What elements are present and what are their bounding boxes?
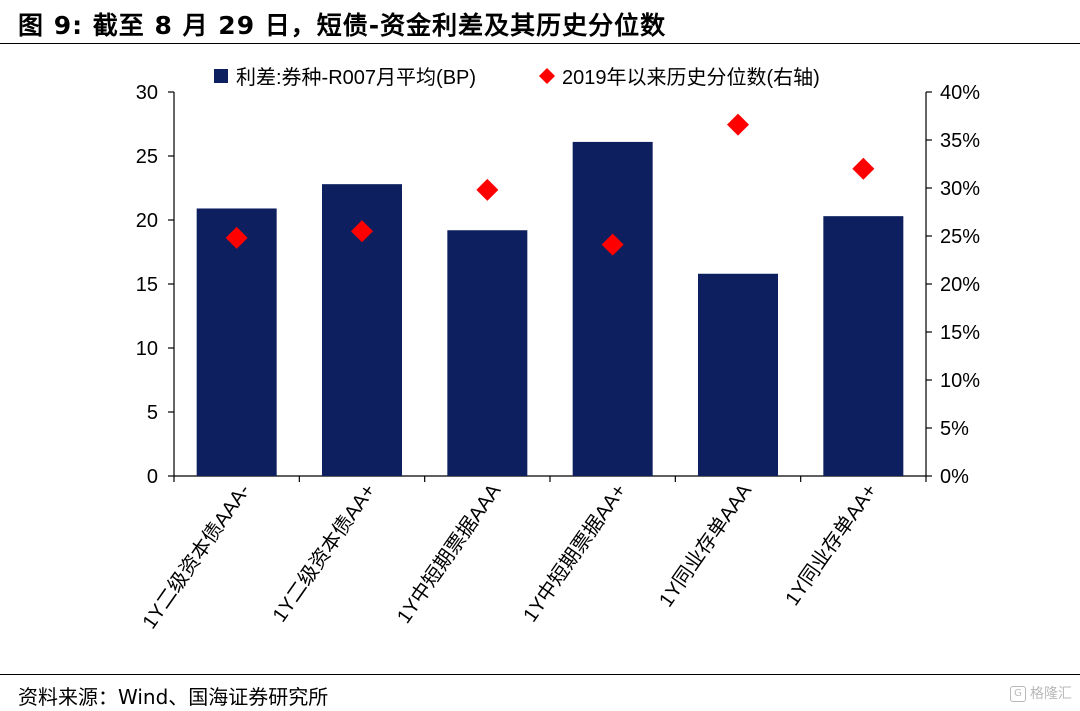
bar: [698, 273, 778, 476]
category-label: 1Y中短期票据AAA: [392, 479, 506, 627]
watermark-logo-icon: G: [1010, 686, 1026, 702]
category-label: 1Y中短期票据AA+: [519, 480, 631, 627]
left-tick-label: 25: [136, 146, 158, 168]
left-tick-label: 20: [136, 210, 158, 232]
percentile-marker: [727, 113, 749, 136]
right-tick-label: 30%: [940, 178, 980, 200]
percentile-marker: [351, 220, 373, 243]
right-tick-label: 5%: [940, 418, 969, 440]
percentile-marker: [852, 157, 875, 180]
watermark: G 格隆汇: [1010, 683, 1072, 703]
right-tick-label: 40%: [940, 82, 980, 104]
legend-bar-swatch: [214, 69, 228, 83]
bar: [823, 216, 904, 476]
percentile-marker: [225, 226, 248, 249]
bar: [572, 141, 653, 477]
right-tick-label: 25%: [940, 226, 980, 248]
category-label: 1Y二级资本债AA+: [268, 480, 380, 627]
bar: [447, 230, 528, 476]
legend-bar-label: 利差:券种-R007月平均(BP): [236, 66, 476, 89]
right-tick-label: 0%: [940, 466, 969, 488]
left-tick-label: 5: [147, 402, 158, 424]
right-tick-label: 35%: [940, 130, 980, 152]
right-tick-label: 15%: [940, 322, 980, 344]
legend-marker-label: 2019年以来历史分位数(右轴): [562, 66, 820, 89]
category-label: 1Y同业存单AA+: [781, 480, 882, 610]
source-note: 资料来源：Wind、国海证券研究所: [18, 685, 329, 709]
left-tick-label: 15: [136, 274, 158, 296]
figure-title: 图 9: 截至 8 月 29 日，短债-资金利差及其历史分位数: [18, 11, 667, 40]
watermark-text: 格隆汇: [1030, 686, 1072, 702]
source-divider: [0, 674, 1080, 675]
title-divider: [0, 43, 1080, 44]
right-tick-label: 10%: [940, 370, 980, 392]
dual-axis-bar-chart: 0 5 10 15 20 25 30 0% 5% 10% 15% 20% 25% 30% 35% 40% 1Y二…: [136, 66, 980, 633]
bar: [196, 208, 277, 477]
left-tick-label: 0: [147, 466, 158, 488]
right-tick-label: 20%: [940, 274, 980, 296]
category-label: 1Y二级资本债AAA-: [138, 480, 255, 633]
category-label: 1Y同业存单AAA: [654, 479, 756, 611]
left-tick-label: 30: [136, 82, 158, 104]
percentile-marker: [601, 233, 624, 256]
left-tick-label: 10: [136, 338, 158, 360]
legend-marker-swatch: [539, 68, 555, 84]
percentile-marker: [476, 178, 499, 201]
